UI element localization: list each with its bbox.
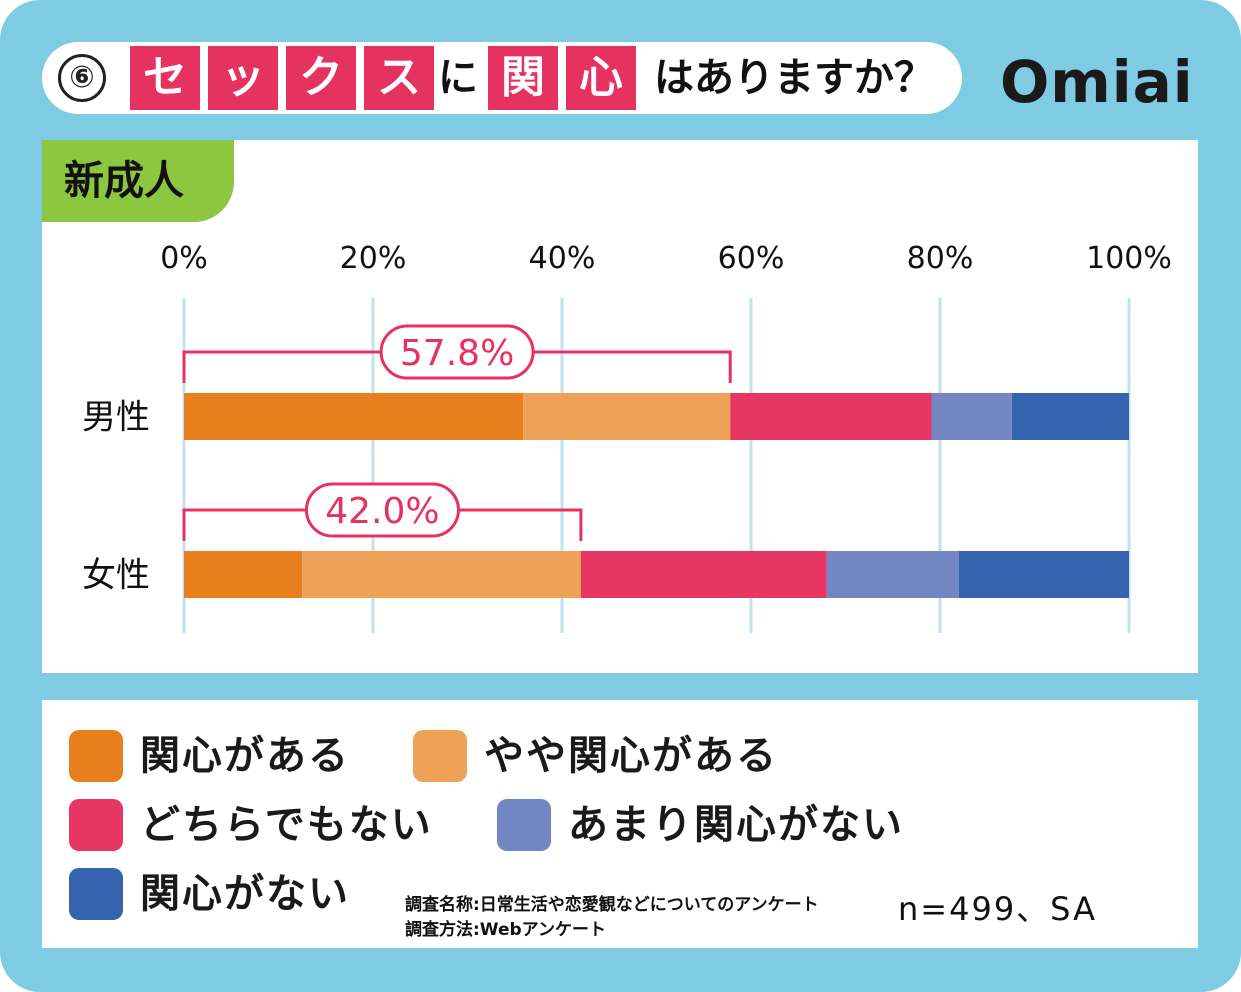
legend-label: 関心がある (140, 733, 350, 779)
survey-name-note: 調査名称:日常生活や恋愛観などについてのアンケート (405, 895, 819, 915)
legend-swatch (69, 730, 123, 782)
bracket-label-pill (379, 324, 535, 380)
segment-tab: 新成人 (42, 140, 234, 222)
legend-panel: 関心がある やや関心がある どちらでもない あまり関心がない 関心がない (42, 700, 1198, 948)
legend-swatch (69, 868, 123, 920)
title-char-box: ク (286, 46, 356, 110)
x-tick-label: 20% (340, 241, 407, 276)
title-char-box: 関 (488, 46, 558, 110)
title-char-box: ッ (208, 46, 278, 110)
bracket-label-pill (304, 482, 460, 538)
bar-segment (931, 393, 1012, 440)
bar-segment (184, 393, 524, 440)
x-tick-label: 80% (907, 241, 974, 276)
x-tick-label: 100% (1086, 241, 1172, 276)
legend-label: あまり関心がない (568, 802, 904, 848)
x-tick-label: 60% (718, 241, 785, 276)
sample-size-label: n=499、SA (898, 890, 1097, 928)
x-tick-label: 40% (529, 241, 596, 276)
title-char-box: セ (130, 46, 200, 110)
bar-segment (730, 393, 932, 440)
bracket-label: 57.8% (400, 333, 514, 374)
bar-segment (523, 393, 731, 440)
bracket-label: 42.0% (325, 491, 439, 532)
legend-label: どちらでもない (140, 802, 433, 848)
omiai-logo: Omiai (1000, 48, 1194, 116)
title-question: はありますか？ (654, 55, 934, 101)
bar-segment (826, 551, 959, 598)
category-label: 女性 (82, 556, 150, 596)
x-tick-label: 0% (160, 241, 208, 276)
bar-segment (958, 551, 1129, 598)
legend-swatch (69, 799, 123, 851)
bar-segment (580, 551, 827, 598)
bar-segment (302, 551, 581, 598)
legend-swatch (413, 730, 467, 782)
survey-method-note: 調査方法:Webアンケート (405, 920, 606, 940)
legend-label: 関心がない (140, 871, 350, 917)
bar-segment (184, 551, 303, 598)
title-particle: に (438, 55, 478, 101)
legend-label: やや関心がある (484, 733, 778, 779)
title-char-box: ス (364, 46, 434, 110)
category-label: 男性 (82, 398, 150, 438)
question-number: ⑥ (58, 54, 106, 102)
bar-segment (1011, 393, 1129, 440)
legend-swatch (497, 799, 551, 851)
title-char-box: 心 (566, 46, 636, 110)
